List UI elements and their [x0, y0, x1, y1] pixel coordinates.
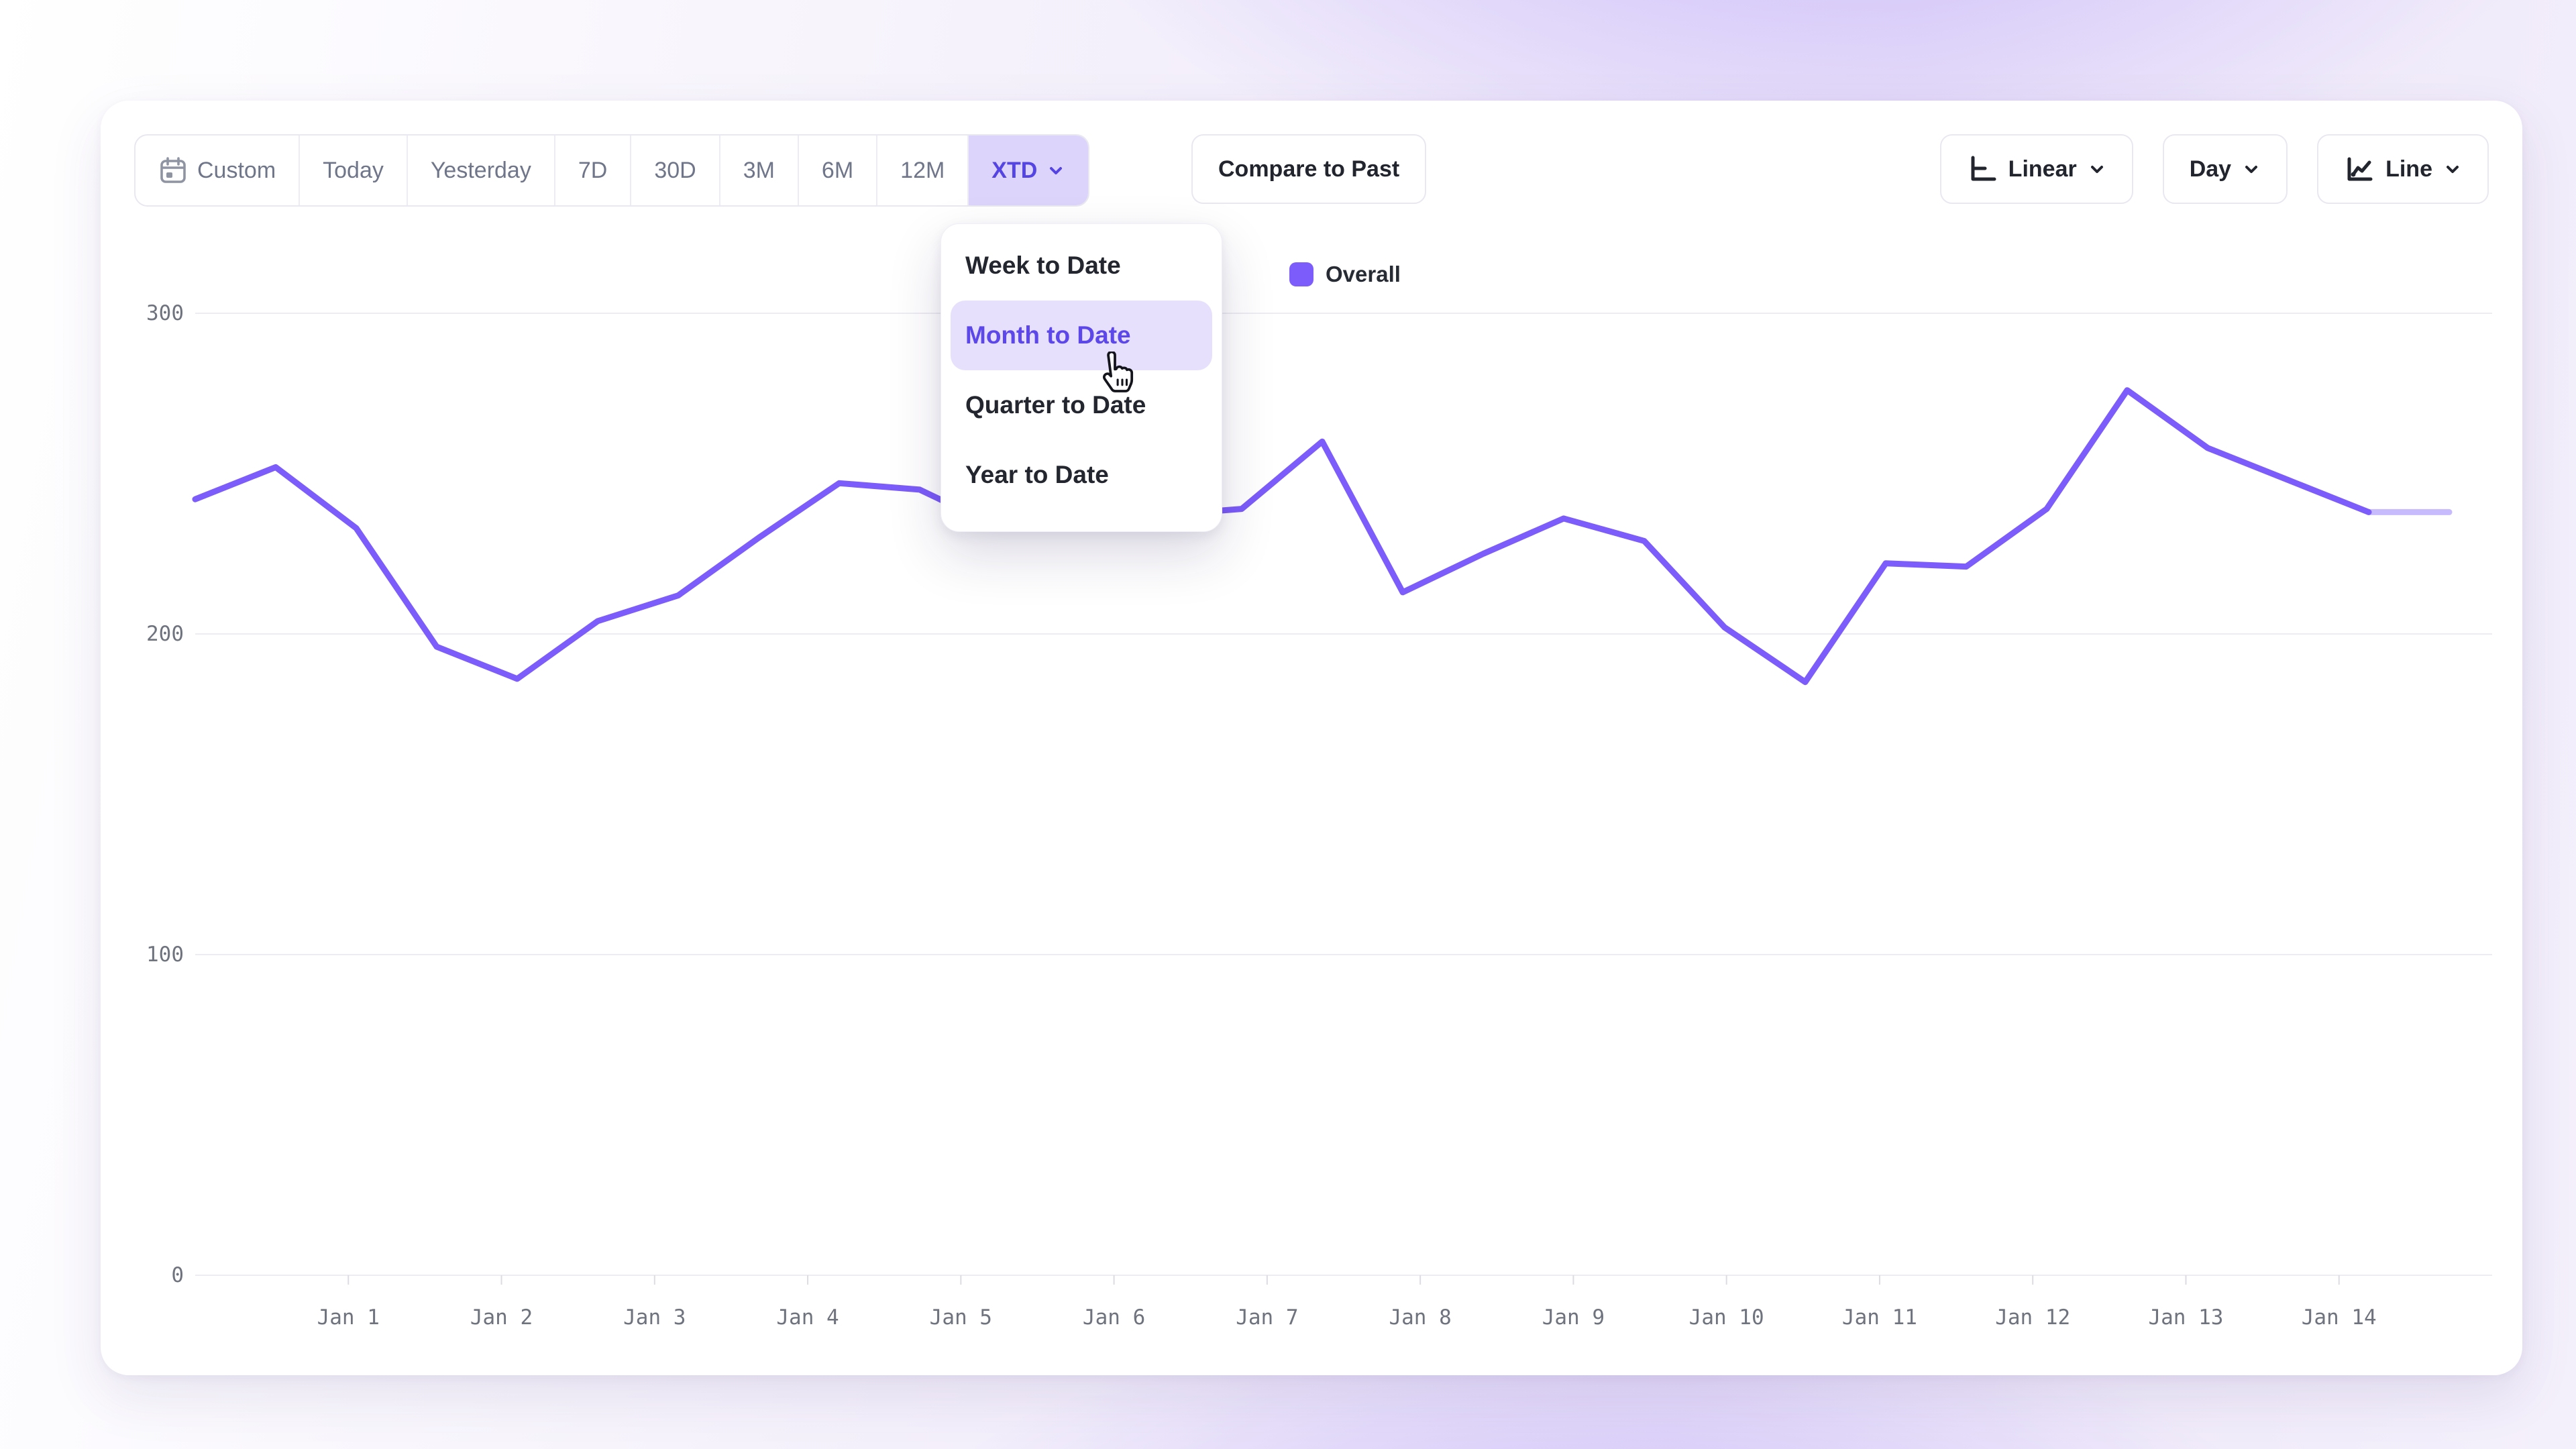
line-chart-icon — [2347, 157, 2373, 181]
range-6m-button[interactable]: 6M — [797, 136, 876, 205]
range-yesterday-button[interactable]: Yesterday — [406, 136, 554, 205]
date-range-segmented-control: Custom Today Yesterday 7D 30D 3M 6M 12M … — [134, 134, 1090, 207]
legend: Overall — [1289, 262, 1401, 287]
scale-select-label: Linear — [2008, 156, 2077, 182]
chevron-down-icon — [2245, 166, 2258, 173]
legend-swatch — [1289, 262, 1313, 286]
range-label: 30D — [654, 157, 696, 183]
y-tick-label: 0 — [171, 1263, 184, 1287]
x-tick-label: Jan 14 — [2301, 1305, 2377, 1330]
x-tick-label: Jan 10 — [1688, 1305, 1764, 1330]
range-xtd-button[interactable]: XTD — [967, 136, 1089, 205]
y-tick-label: 100 — [146, 943, 184, 967]
interval-select-button[interactable]: Day — [2162, 134, 2288, 204]
range-label: XTD — [991, 157, 1038, 183]
x-tick-label: Jan 2 — [470, 1305, 533, 1330]
y-tick-label: 200 — [146, 622, 184, 646]
range-custom-button[interactable]: Custom — [136, 136, 299, 205]
range-3m-button[interactable]: 3M — [718, 136, 798, 205]
interval-select-label: Day — [2189, 156, 2232, 182]
x-tick-label: Jan 6 — [1082, 1305, 1146, 1330]
scale-select-button[interactable]: Linear — [1939, 134, 2133, 204]
x-tick-label: Jan 7 — [1236, 1305, 1299, 1330]
x-tick-label: Jan 12 — [1995, 1305, 2071, 1330]
range-label: Today — [323, 157, 384, 183]
x-tick-label: Jan 3 — [623, 1305, 686, 1330]
y-tick-label: 300 — [146, 301, 184, 325]
chart-type-select-label: Line — [2385, 156, 2432, 182]
chevron-down-icon — [2090, 166, 2103, 173]
range-label: Yesterday — [430, 157, 531, 183]
x-tick-label: Jan 1 — [317, 1305, 380, 1330]
chart-settings-group: Linear Day Line — [1939, 134, 2489, 204]
compare-to-past-button[interactable]: Compare to Past — [1191, 134, 1427, 204]
axis-scale-icon — [1971, 156, 1996, 181]
range-today-button[interactable]: Today — [299, 136, 407, 205]
chart-type-select-button[interactable]: Line — [2317, 134, 2489, 204]
compare-to-past-label: Compare to Past — [1218, 156, 1400, 182]
chevron-down-icon — [2447, 166, 2459, 173]
x-tick-label: Jan 5 — [929, 1305, 992, 1330]
menu-item-week-to-date[interactable]: Week to Date — [965, 252, 1121, 279]
hand-cursor-icon — [1093, 350, 1136, 403]
range-label: Custom — [197, 157, 276, 183]
range-label: 3M — [743, 157, 775, 183]
x-tick-label: Jan 11 — [1841, 1305, 1917, 1330]
x-tick-label: Jan 9 — [1542, 1305, 1605, 1330]
range-label: 12M — [900, 157, 945, 183]
x-tick-label: Jan 4 — [776, 1305, 839, 1330]
legend-label: Overall — [1326, 262, 1401, 286]
range-30d-button[interactable]: 30D — [630, 136, 718, 205]
x-tick-label: Jan 13 — [2148, 1305, 2224, 1330]
menu-item-month-to-date[interactable]: Month to Date — [951, 301, 1212, 370]
menu-item-year-to-date[interactable]: Year to Date — [965, 461, 1109, 488]
xtd-dropdown-menu: Week to Date Month to Date Quarter to Da… — [941, 223, 1222, 532]
range-12m-button[interactable]: 12M — [876, 136, 967, 205]
range-label: 7D — [578, 157, 608, 183]
chart-card — [101, 101, 2522, 1375]
menu-item-quarter-to-date[interactable]: Quarter to Date — [965, 391, 1146, 419]
range-label: 6M — [821, 157, 854, 183]
range-7d-button[interactable]: 7D — [553, 136, 630, 205]
chevron-down-icon — [1050, 167, 1063, 174]
x-tick-label: Jan 8 — [1389, 1305, 1452, 1330]
calendar-icon — [160, 157, 186, 183]
